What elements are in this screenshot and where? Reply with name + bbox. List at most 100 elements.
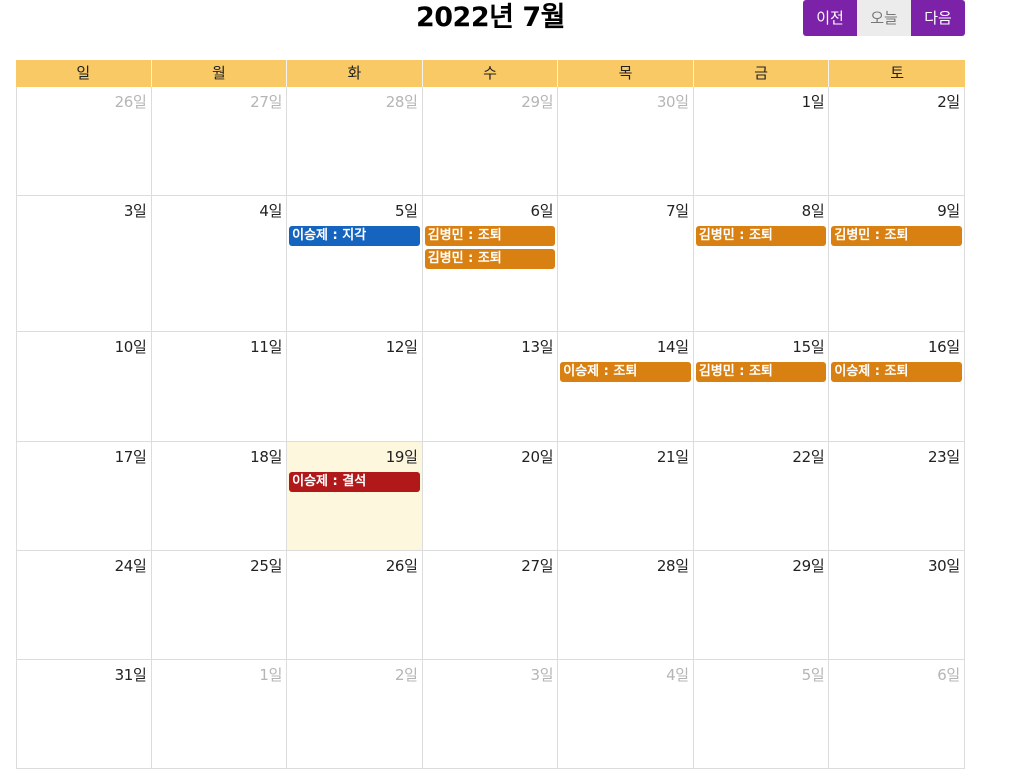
day-cell[interactable]: 21일 [558,442,694,550]
day-cell[interactable]: 22일 [694,442,830,550]
calendar-event[interactable]: 김병민 : 조퇴 [424,249,556,269]
day-number: 10일 [114,338,147,356]
day-number: 4일 [259,202,283,220]
day-number: 6일 [530,202,554,220]
day-cell[interactable]: 28일 [558,551,694,659]
day-cell[interactable]: 26일 [287,551,423,659]
calendar-event[interactable]: 김병민 : 조퇴 [424,226,556,246]
day-cell[interactable]: 27일 [152,87,288,195]
calendar-event[interactable]: 이승제 : 결석 [289,472,420,492]
day-cell[interactable]: 29일 [423,87,559,195]
day-cell[interactable]: 25일 [152,551,288,659]
day-number: 16일 [927,338,960,356]
today-button[interactable]: 오늘 [857,0,911,36]
day-cell[interactable]: 17일 [16,442,152,550]
day-cell[interactable]: 30일 [558,87,694,195]
calendar-grid: 26일 27일 28일 29일 30일 1일 2일 3일 4일 5일 이승제 : 지각 6일 김병민 :… [16,87,965,769]
weekday-header-cell: 화 [287,60,423,87]
day-number: 1일 [801,93,825,111]
calendar-title: 2022년 7월 [415,2,566,33]
nav-button-group: 이전 오늘 다음 [803,0,965,36]
day-number: 5일 [801,666,825,684]
prev-month-button[interactable]: 이전 [803,0,857,36]
next-month-button[interactable]: 다음 [911,0,965,36]
day-number: 14일 [656,338,689,356]
week-row: 3일 4일 5일 이승제 : 지각 6일 김병민 : 조퇴 김병민 : 조퇴 7일 8일 김병민 … [16,196,965,332]
day-number: 19일 [385,448,418,466]
day-number: 2일 [394,666,418,684]
day-number: 27일 [521,557,554,575]
calendar-event[interactable]: 김병민 : 조퇴 [831,226,962,246]
day-cell[interactable]: 2일 [829,87,965,195]
day-number: 7일 [666,202,689,220]
day-number: 26일 [114,93,147,111]
day-cell[interactable]: 23일 [829,442,965,550]
day-cell[interactable]: 26일 [16,87,152,195]
day-cell[interactable]: 5일 이승제 : 지각 [287,196,423,331]
day-cell[interactable]: 1일 [152,660,288,768]
week-row: 24일 25일 26일 27일 28일 29일 30일 [16,551,965,660]
day-number: 29일 [521,93,554,111]
day-number: 3일 [123,202,147,220]
day-cell[interactable]: 1일 [694,87,830,195]
day-cell[interactable]: 2일 [287,660,423,768]
weekday-header-cell: 일 [16,60,152,87]
day-number: 8일 [801,202,825,220]
day-cell[interactable]: 13일 [423,332,559,441]
day-number: 22일 [792,448,825,466]
day-number: 1일 [259,666,283,684]
day-number: 17일 [114,448,147,466]
day-cell[interactable]: 6일 김병민 : 조퇴 김병민 : 조퇴 [423,196,559,331]
day-cell[interactable]: 28일 [287,87,423,195]
weekday-header-cell: 수 [423,60,559,87]
day-number: 27일 [250,93,283,111]
calendar-event[interactable]: 김병민 : 조퇴 [695,362,827,382]
day-number: 30일 [927,557,960,575]
day-cell[interactable]: 27일 [423,551,559,659]
weekday-header-cell: 목 [558,60,694,87]
day-cell[interactable]: 24일 [16,551,152,659]
calendar-event[interactable]: 김병민 : 조퇴 [695,226,827,246]
day-cell[interactable]: 18일 [152,442,288,550]
day-number: 6일 [937,666,960,684]
day-cell[interactable]: 11일 [152,332,288,441]
calendar-event[interactable]: 이승제 : 조퇴 [560,362,691,382]
day-cell[interactable]: 30일 [829,551,965,659]
day-number: 12일 [385,338,418,356]
day-number: 4일 [666,666,689,684]
day-cell[interactable]: 4일 [152,196,288,331]
day-cell[interactable]: 12일 [287,332,423,441]
day-number: 9일 [937,202,960,220]
day-cell[interactable]: 10일 [16,332,152,441]
day-cell[interactable]: 31일 [16,660,152,768]
day-cell[interactable]: 6일 [829,660,965,768]
calendar-event[interactable]: 이승제 : 지각 [289,226,420,246]
day-number: 31일 [114,666,147,684]
day-cell[interactable]: 7일 [558,196,694,331]
calendar-event[interactable]: 이승제 : 조퇴 [831,362,962,382]
weekday-header-cell: 토 [890,64,905,82]
day-cell[interactable]: 3일 [16,196,152,331]
day-number: 26일 [385,557,418,575]
day-cell[interactable]: 3일 [423,660,559,768]
day-number: 11일 [250,338,283,356]
weekday-header-cell: 월 [152,60,288,87]
day-number: 3일 [530,666,554,684]
day-cell[interactable]: 4일 [558,660,694,768]
day-number: 28일 [656,557,689,575]
day-cell[interactable]: 20일 [423,442,559,550]
day-cell[interactable]: 29일 [694,551,830,659]
day-number: 29일 [792,557,825,575]
day-cell[interactable]: 5일 [694,660,830,768]
day-number: 25일 [250,557,283,575]
day-number: 30일 [656,93,689,111]
day-number: 15일 [792,338,825,356]
